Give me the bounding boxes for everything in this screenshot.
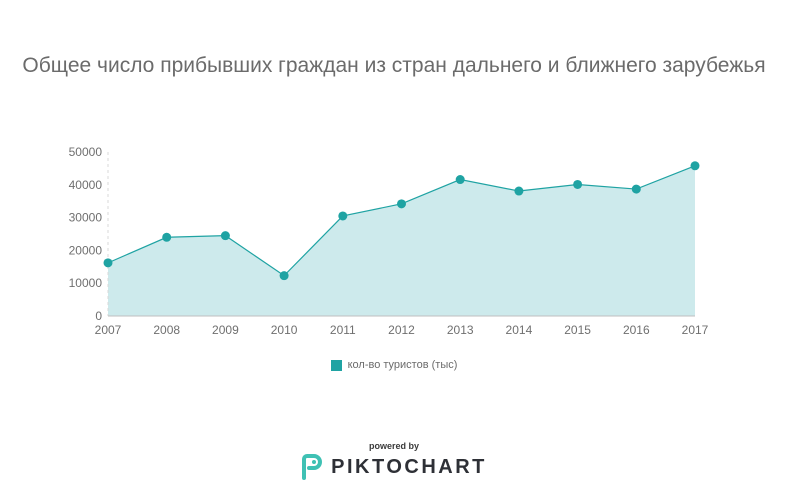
brand-name: PIKTOCHART (331, 455, 487, 478)
y-tick-label: 40000 (69, 178, 103, 192)
legend: кол-во туристов (тыс) (0, 359, 788, 371)
data-point (514, 186, 524, 196)
data-point (690, 161, 700, 171)
y-tick-label: 50000 (69, 145, 103, 159)
chart-title: Общее число прибывших граждан из стран д… (22, 54, 766, 77)
y-tick-label: 20000 (69, 243, 103, 257)
x-tick-label: 2009 (212, 323, 239, 337)
data-point (397, 199, 406, 209)
data-point (220, 231, 230, 241)
piktochart-logo-icon (302, 454, 323, 480)
x-tick-label: 2016 (623, 323, 650, 337)
data-point (631, 184, 641, 194)
data-point (455, 175, 465, 185)
x-tick-label: 2015 (564, 323, 591, 337)
x-tick-label: 2017 (682, 323, 709, 337)
y-tick-label: 0 (95, 309, 102, 323)
legend-swatch (330, 359, 342, 371)
x-tick-label: 2013 (447, 323, 474, 337)
x-tick-label: 2012 (388, 323, 415, 337)
legend-label: кол-во туристов (тыс) (347, 359, 458, 371)
x-tick-label: 2007 (95, 323, 122, 337)
powered-by-label: powered by (368, 441, 419, 451)
data-point (162, 232, 172, 242)
data-point (279, 271, 289, 281)
x-tick-label: 2010 (271, 323, 298, 337)
data-point (103, 258, 113, 268)
series-area (108, 165, 695, 316)
y-tick-label: 10000 (69, 276, 103, 290)
x-tick-label: 2011 (330, 323, 356, 337)
data-point (338, 211, 348, 221)
data-point (573, 179, 583, 189)
x-tick-label: 2008 (153, 323, 180, 337)
y-tick-label: 30000 (69, 211, 103, 225)
brand-logo[interactable]: PIKTOCHART (0, 454, 788, 480)
x-tick-label: 2014 (506, 323, 533, 337)
